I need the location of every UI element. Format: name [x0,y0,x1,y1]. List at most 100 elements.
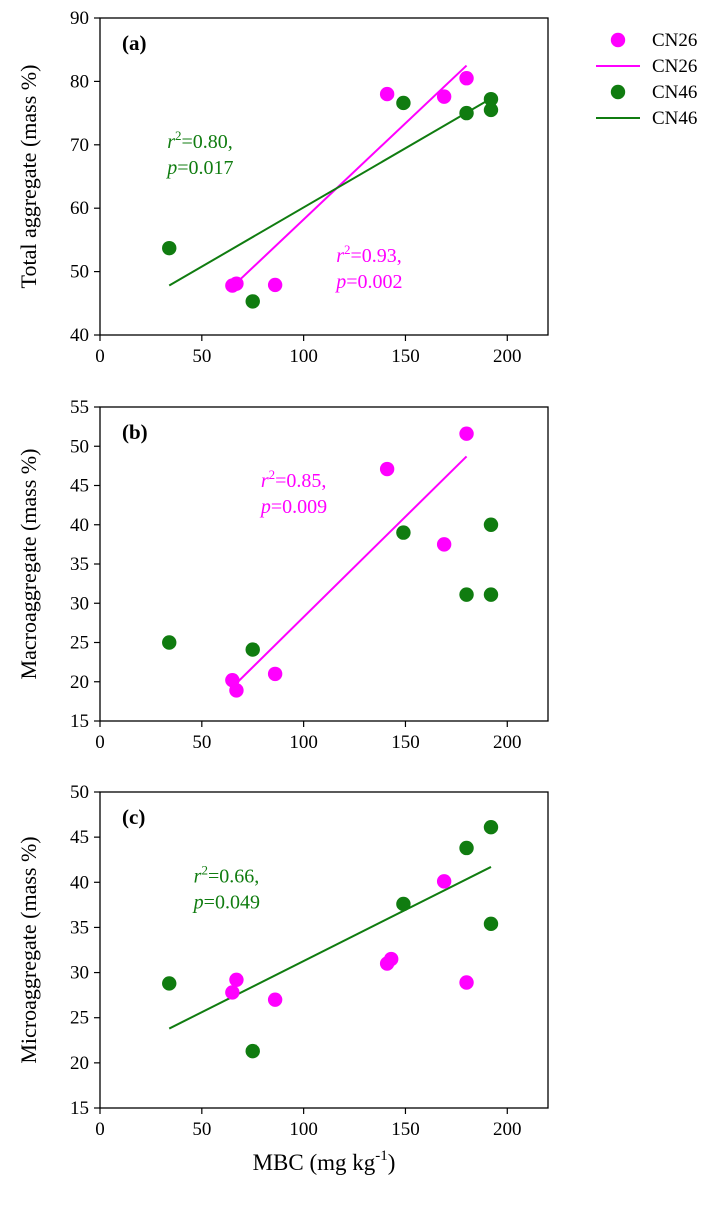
data-point-cn46 [459,105,474,121]
y-tick-label: 30 [70,593,89,614]
data-point-cn26 [229,683,244,698]
y-tick-label: 15 [70,711,89,732]
annotation-p-value: =0.017 [177,157,233,179]
annotation-p-symbol: p [192,891,204,913]
y-tick-label: 20 [70,672,89,693]
data-point-cn46 [245,294,260,309]
data-point-cn26 [384,951,399,967]
y-tick-label: 60 [70,198,89,219]
plot-frame [99,791,549,1109]
legend-marker-cn26 [610,32,626,48]
x-tick-label: 50 [192,732,211,753]
y-tick-label: 50 [70,436,89,457]
annotation-r-symbol: r [336,245,344,267]
y-tick-label: 90 [70,8,89,29]
legend-label: CN26 [652,56,697,77]
legend-label: CN46 [652,108,697,129]
annotation-r2: r2=0.85, [261,467,327,492]
panel-label: (c) [122,805,145,829]
annotation-r-value: =0.85, [275,470,326,492]
x-tick-label: 0 [95,1119,105,1140]
x-tick-label: 100 [289,346,318,367]
data-point-cn46 [459,587,474,602]
y-tick-label: 50 [70,782,89,803]
y-tick-label: 40 [70,515,89,536]
y-tick-label: 15 [70,1098,89,1119]
annotation-r-superscript: 2 [269,467,276,482]
legend: CN26 CN26 CN46 CN46 [596,30,697,129]
x-axis-label-superscript: -1 [375,1148,388,1164]
plot-frame [99,406,549,722]
data-point-cn46 [162,635,177,650]
y-tick-label: 30 [70,963,89,984]
x-tick-label: 150 [391,732,420,753]
data-point-cn46 [396,525,411,540]
annotation-r-value: =0.80, [181,131,232,153]
annotation-r2: r2=0.93, [336,242,402,267]
x-axis-label-tail: ) [388,1150,396,1175]
data-point-cn46 [483,916,499,932]
data-point-cn26 [379,86,395,102]
annotation-p-symbol: p [165,157,177,179]
y-tick-label: 20 [70,1053,89,1074]
annotation-p-symbol: p [259,496,271,518]
data-point-cn46 [162,976,177,991]
annotation-r2: r2=0.66, [194,862,260,887]
x-axis-label-main: MBC (mg kg [253,1150,376,1175]
y-axis-label: Microaggregate (mass %) [16,836,41,1063]
plot-frame [99,17,549,336]
panel-b: 0 50 100 150 200 15 20 25 30 35 40 45 50 55 Macroaggre… [16,397,549,753]
y-tick-label: 55 [70,397,89,418]
legend-label: CN26 [652,30,697,51]
annotation-r2: r2=0.80, [167,128,233,153]
x-tick-label: 0 [95,346,105,367]
annotation-p-value: =0.009 [271,496,327,518]
data-point-cn26 [459,426,474,441]
y-axis-label: Macroaggregate (mass %) [16,449,41,680]
data-point-cn26 [459,71,474,86]
data-point-cn26 [379,461,395,477]
annotation-r-symbol: r [261,470,269,492]
annotation-p-value: =0.049 [204,891,260,913]
y-tick-label: 70 [70,135,89,156]
data-point-cn26 [267,992,283,1007]
annotation-r-value: =0.66, [208,865,259,887]
annotation-p: p=0.009 [259,496,327,518]
x-tick-label: 50 [192,1119,211,1140]
annotation-r-symbol: r [194,865,202,887]
data-point-cn46 [245,1043,260,1059]
fit-line-cn46 [168,866,492,1030]
y-tick-label: 40 [70,325,89,346]
annotation-p: p=0.049 [192,891,260,913]
x-tick-label: 150 [391,1119,420,1140]
annotation-r-value: =0.93, [351,245,402,267]
annotation-r-superscript: 2 [175,128,182,143]
panel-label: (b) [122,420,148,444]
annotation-r-superscript: 2 [344,242,351,257]
data-point-cn46 [459,840,474,856]
y-tick-label: 25 [70,1008,89,1029]
panel-a: 0 50 100 150 200 40 50 60 70 80 90 Total aggregate … [16,8,549,367]
legend-marker-cn46 [610,84,626,100]
x-tick-label: 200 [493,732,522,753]
fit-line-cn46 [168,97,492,287]
y-tick-label: 45 [70,827,89,848]
panel-label: (a) [122,31,147,55]
data-point-cn46 [396,896,411,912]
x-tick-label: 50 [192,346,211,367]
x-tick-label: 100 [289,1119,318,1140]
data-point-cn46 [483,102,499,118]
y-tick-label: 35 [70,917,89,938]
data-point-cn26 [267,277,283,293]
data-point-cn26 [436,537,452,552]
y-tick-label: 50 [70,262,89,283]
y-tick-label: 45 [70,476,89,497]
data-point-cn26 [267,666,283,682]
x-tick-label: 150 [391,346,420,367]
data-point-cn46 [483,517,499,532]
panel-c: 0 50 100 150 200 15 20 25 30 35 40 45 50 Microaggrega… [16,782,549,1140]
annotation-p-value: =0.002 [346,271,402,293]
y-tick-label: 40 [70,872,89,893]
y-tick-label: 25 [70,633,89,654]
